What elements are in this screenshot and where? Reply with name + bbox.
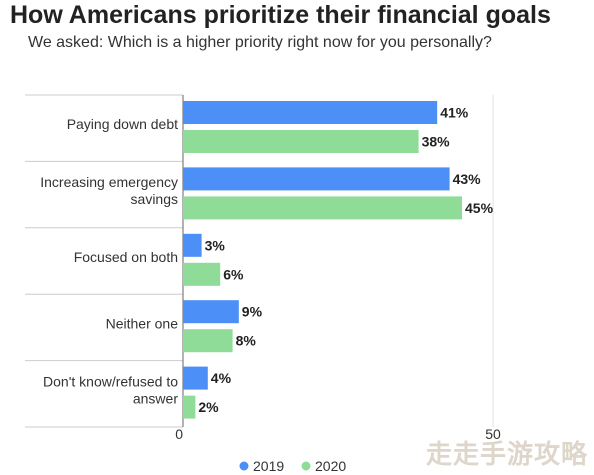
bar-2019-5: [183, 366, 208, 390]
legend-marker-2020: [301, 461, 311, 471]
data-label-2020-5: 2%: [198, 399, 219, 415]
data-label-2020-3: 6%: [223, 266, 244, 282]
category-label: Focused on both: [74, 249, 178, 265]
bar-2019-1: [183, 101, 438, 124]
bar-2020-2: [183, 196, 462, 220]
legend-label-2019: 2019: [253, 458, 284, 474]
watermark: 走走手游攻略: [425, 439, 588, 469]
data-label-2020-1: 38%: [422, 134, 451, 150]
bar-2020-4: [183, 329, 233, 353]
legend-marker-2019: [239, 461, 249, 471]
bar-2020-3: [183, 262, 221, 286]
bar-2019-3: [183, 233, 202, 257]
bar-2019-2: [183, 167, 450, 191]
category-label: answer: [133, 390, 178, 406]
bar-2020-5: [183, 395, 196, 419]
category-label: Don't know/refused to: [43, 373, 178, 389]
category-label: Increasing emergency: [40, 174, 178, 190]
data-label-2020-2: 45%: [465, 200, 494, 216]
x-tick-label: 0: [175, 426, 183, 442]
bar-2019-4: [183, 300, 239, 324]
category-label: Neither one: [106, 315, 179, 331]
legend-label-2020: 2020: [315, 458, 346, 474]
data-label-2019-1: 41%: [440, 105, 469, 121]
chart-title: How Americans prioritize their financial…: [10, 1, 551, 29]
category-label: savings: [131, 191, 178, 207]
chart-subtitle: We asked: Which is a higher priority rig…: [28, 34, 492, 51]
category-label: Paying down debt: [67, 116, 178, 132]
data-label-2019-2: 43%: [453, 171, 482, 187]
data-label-2019-5: 4%: [211, 370, 232, 386]
x-tick-label: 50: [485, 426, 501, 442]
bar-2020-1: [183, 130, 419, 153]
data-label-2019-3: 3%: [205, 237, 226, 253]
data-label-2019-4: 9%: [242, 304, 263, 320]
data-label-2020-4: 8%: [236, 333, 257, 349]
